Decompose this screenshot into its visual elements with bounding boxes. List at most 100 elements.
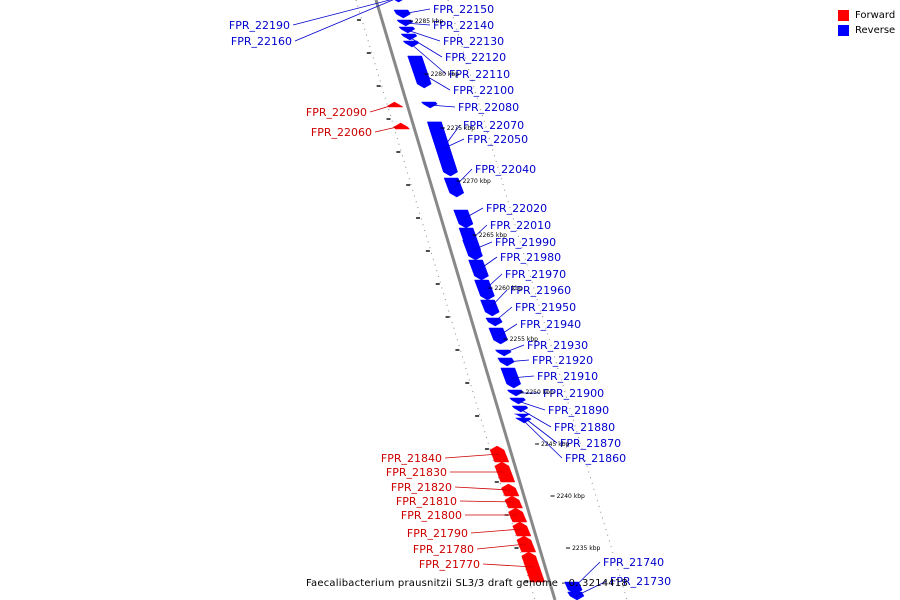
leader-line bbox=[463, 207, 484, 220]
legend-reverse-label: Reverse bbox=[855, 25, 896, 36]
leader-line bbox=[478, 256, 498, 271]
gene-label-fpr_21780[interactable]: FPR_21780 bbox=[413, 543, 474, 556]
leader-line bbox=[493, 306, 513, 323]
gene-label-fpr_21790[interactable]: FPR_21790 bbox=[407, 527, 468, 540]
gene-label-fpr_22090[interactable]: FPR_22090 bbox=[306, 106, 367, 119]
gene-label-fpr_21970[interactable]: FPR_21970 bbox=[505, 268, 566, 281]
leader-line bbox=[419, 71, 451, 91]
scale-tick-label: 2285 kbp bbox=[415, 18, 443, 25]
leader-line bbox=[470, 528, 522, 534]
gene-label-fpr_21980[interactable]: FPR_21980 bbox=[500, 251, 561, 264]
leader-line bbox=[444, 453, 500, 459]
gene-label-fpr_21900[interactable]: FPR_21900 bbox=[543, 387, 604, 400]
forward-swatch bbox=[838, 10, 849, 21]
gene-label-fpr_21920[interactable]: FPR_21920 bbox=[532, 354, 593, 367]
gene-label-fpr_21950[interactable]: FPR_21950 bbox=[515, 301, 576, 314]
leader-line bbox=[410, 43, 447, 75]
gene-label-fpr_21940[interactable]: FPR_21940 bbox=[520, 318, 581, 331]
gene-label-fpr_22060[interactable]: FPR_22060 bbox=[311, 126, 372, 139]
legend-reverse: Reverse bbox=[838, 23, 895, 38]
gene-label-fpr_21730[interactable]: FPR_21730 bbox=[610, 575, 671, 588]
scale-tick-label: 2260 kbp bbox=[495, 285, 523, 292]
gene-label-fpr_22100[interactable]: FPR_22100 bbox=[453, 84, 514, 97]
reverse-swatch bbox=[838, 25, 849, 36]
leader-line bbox=[505, 359, 530, 363]
leader-line bbox=[519, 408, 552, 428]
leader-line bbox=[408, 36, 443, 58]
scale-tick-label: 2280 kbp bbox=[431, 71, 459, 78]
leader-line bbox=[469, 224, 488, 242]
gene-label-fpr_21960[interactable]: FPR_21960 bbox=[510, 284, 571, 297]
leader-line bbox=[489, 289, 508, 309]
gene-label-fpr_22160[interactable]: FPR_22160 bbox=[231, 35, 292, 48]
leader-line bbox=[454, 486, 511, 491]
gene-label-fpr_22070[interactable]: FPR_22070 bbox=[463, 119, 524, 132]
leader-line bbox=[476, 543, 527, 550]
gene-label-fpr_21890[interactable]: FPR_21890 bbox=[548, 404, 609, 417]
legend-forward-label: Forward bbox=[855, 10, 896, 21]
gene-label-fpr_21910[interactable]: FPR_21910 bbox=[537, 370, 598, 383]
gene-label-fpr_21880[interactable]: FPR_21880 bbox=[554, 421, 615, 434]
gene-label-fpr_22140[interactable]: FPR_22140 bbox=[433, 19, 494, 32]
genome-backbone bbox=[374, 0, 557, 600]
leader-line bbox=[503, 344, 525, 354]
gene-label-fpr_21870[interactable]: FPR_21870 bbox=[560, 437, 621, 450]
gene-label-fpr_22080[interactable]: FPR_22080 bbox=[458, 101, 519, 114]
legend: Forward Reverse bbox=[838, 8, 895, 38]
leader-line bbox=[459, 500, 514, 503]
scale-tick-label: 2235 kbp bbox=[572, 545, 600, 552]
gene-label-fpr_21860[interactable]: FPR_21860 bbox=[565, 452, 626, 465]
gene-arrow-fpr_22100[interactable] bbox=[407, 55, 432, 89]
leader-line bbox=[442, 138, 465, 150]
leader-line bbox=[369, 104, 396, 113]
gene-arrow-fpr_22160[interactable] bbox=[389, 0, 405, 3]
leader-line bbox=[472, 241, 493, 251]
guide-lines bbox=[355, 0, 628, 600]
legend-forward: Forward bbox=[838, 8, 895, 23]
scale-tick-label: 2270 kbp bbox=[463, 178, 491, 185]
gene-label-fpr_21990[interactable]: FPR_21990 bbox=[495, 236, 556, 249]
scale-tick-label: 2265 kbp bbox=[479, 232, 507, 239]
leader-line bbox=[498, 323, 518, 337]
scale-tick-label: 2240 kbp bbox=[557, 493, 585, 500]
leader-line bbox=[573, 561, 601, 589]
leader-line bbox=[482, 563, 534, 568]
gene-label-fpr_21840[interactable]: FPR_21840 bbox=[381, 452, 442, 465]
gene-label-fpr_22190[interactable]: FPR_22190 bbox=[229, 19, 290, 32]
gene-label-fpr_22130[interactable]: FPR_22130 bbox=[443, 35, 504, 48]
leader-line bbox=[429, 104, 456, 108]
scale-tick-label: 2275 kbp bbox=[447, 125, 475, 132]
leader-line bbox=[575, 580, 608, 597]
scale-tick-label: 2255 kbp bbox=[510, 336, 538, 343]
leader-line bbox=[374, 125, 402, 133]
gene-features: FPR_22190 FPR_22160 FPR_22150 FPR_22140 FPR_… bbox=[229, 0, 671, 600]
gene-arrow-fpr_22110[interactable] bbox=[402, 40, 420, 48]
leader-line bbox=[517, 400, 546, 411]
gene-label-fpr_22020[interactable]: FPR_22020 bbox=[486, 202, 547, 215]
leader-line bbox=[294, 0, 394, 42]
gene-label-fpr_22010[interactable]: FPR_22010 bbox=[490, 219, 551, 232]
leader-line bbox=[402, 8, 431, 15]
gene-label-fpr_22110[interactable]: FPR_22110 bbox=[449, 68, 510, 81]
gene-label-fpr_21820[interactable]: FPR_21820 bbox=[391, 481, 452, 494]
leader-line bbox=[523, 420, 563, 459]
scale-ticks: 2285 kbp 2280 kbp 2275 kbp 2270 kbp 2265 kbp… bbox=[408, 18, 601, 552]
gene-label-fpr_21830[interactable]: FPR_21830 bbox=[386, 466, 447, 479]
gene-label-fpr_22120[interactable]: FPR_22120 bbox=[445, 51, 506, 64]
leader-line bbox=[292, 0, 392, 26]
gene-label-fpr_22050[interactable]: FPR_22050 bbox=[467, 133, 528, 146]
gene-label-fpr_21740[interactable]: FPR_21740 bbox=[603, 556, 664, 569]
leader-line bbox=[404, 22, 431, 26]
gene-arrow-fpr_21830[interactable] bbox=[494, 461, 516, 483]
leader-line bbox=[510, 375, 535, 379]
gene-arrow-fpr_21820[interactable] bbox=[501, 483, 520, 497]
gene-label-fpr_21810[interactable]: FPR_21810 bbox=[396, 495, 457, 508]
gene-label-fpr_21800[interactable]: FPR_21800 bbox=[401, 509, 462, 522]
genome-title: Faecalibacterium prausnitzii SL3/3 draft… bbox=[306, 578, 628, 589]
gene-label-fpr_22150[interactable]: FPR_22150 bbox=[433, 3, 494, 16]
leader-line bbox=[484, 273, 503, 291]
gene-label-fpr_21770[interactable]: FPR_21770 bbox=[419, 558, 480, 571]
gene-label-fpr_22040[interactable]: FPR_22040 bbox=[475, 163, 536, 176]
gene-label-fpr_21930[interactable]: FPR_21930 bbox=[527, 339, 588, 352]
